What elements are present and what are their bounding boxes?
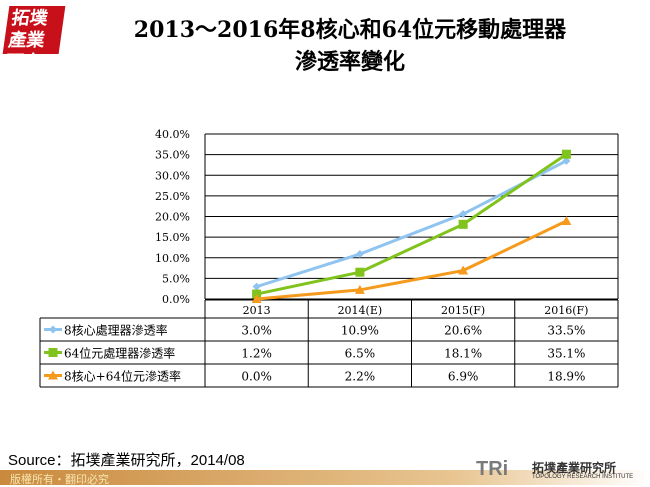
copyright: 版權所有・翻印必究 <box>10 473 109 486</box>
data-point <box>355 267 365 277</box>
series-line-0 <box>256 159 568 289</box>
y-tick-label: 10.0% <box>155 252 190 265</box>
series-line-2 <box>256 219 568 301</box>
data-point <box>561 216 572 226</box>
data-label: 0.0% <box>241 370 272 384</box>
data-label: 10.9% <box>341 324 379 338</box>
data-label: 20.6% <box>444 324 482 338</box>
x-tick-label: 2013 <box>243 304 271 317</box>
y-tick-label: 0.0% <box>162 293 190 306</box>
x-tick-label: 2014(E) <box>338 304 383 317</box>
x-tick-label: 2015(F) <box>441 304 485 317</box>
data-label: 18.9% <box>547 370 585 384</box>
chart-title: 2013～2016年8核心和64位元移動處理器 滲透率變化 <box>80 14 620 78</box>
y-tick-label: 40.0% <box>155 128 190 141</box>
legend-marker <box>48 370 58 380</box>
legend-label: 64位元處理器滲透率 <box>64 346 175 361</box>
data-label: 1.2% <box>241 347 272 361</box>
title-line-2: 滲透率變化 <box>294 49 405 75</box>
y-tick-label: 35.0% <box>155 149 190 162</box>
data-point <box>561 149 571 159</box>
chart: 0.0% 5.0% 10.0% 15.0% 20.0% 25.0% 30.0% 35.0% 40… <box>39 128 619 388</box>
data-label: 6.5% <box>345 347 376 361</box>
legend-label: 8核心處理器滲透率 <box>64 323 168 338</box>
data-point <box>252 282 261 291</box>
data-point <box>458 219 468 229</box>
brand-name-cn: 拓墣產業研究所 <box>532 461 617 475</box>
footer-bar: 版權所有・翻印必究 <box>0 470 650 486</box>
y-tick-label: 15.0% <box>155 231 190 244</box>
data-point <box>251 294 262 303</box>
data-label: 35.1% <box>547 347 585 361</box>
legend-marker <box>49 325 57 334</box>
y-tick-label: 25.0% <box>155 190 190 203</box>
data-label: 3.0% <box>241 324 272 338</box>
data-label: 6.9% <box>448 370 479 384</box>
data-label: 18.1% <box>444 347 482 361</box>
series-line-1 <box>256 152 568 296</box>
y-tick-label: 20.0% <box>155 211 190 224</box>
tri-logo: TRi <box>476 458 509 480</box>
data-label: 2.2% <box>345 370 376 384</box>
title-line-1: 2013～2016年8核心和64位元移動處理器 <box>133 17 567 43</box>
data-point <box>355 250 364 259</box>
data-point <box>562 156 571 165</box>
data-point <box>354 284 365 294</box>
source-note: Source：拓墣產業研究所，2014/08 <box>8 452 245 469</box>
legend-label: 8核心+64位元滲透率 <box>64 369 181 384</box>
y-tick-label: 30.0% <box>155 169 190 182</box>
x-tick-label: 2016(F) <box>544 304 588 317</box>
data-label: 33.5% <box>547 324 585 338</box>
legend-marker <box>48 348 58 357</box>
brand-name-en: TOPOLOGY RESEARCH INSTITUTE <box>532 474 634 480</box>
data-point <box>459 210 468 219</box>
data-point <box>458 265 469 275</box>
y-tick-label: 5.0% <box>162 272 190 285</box>
